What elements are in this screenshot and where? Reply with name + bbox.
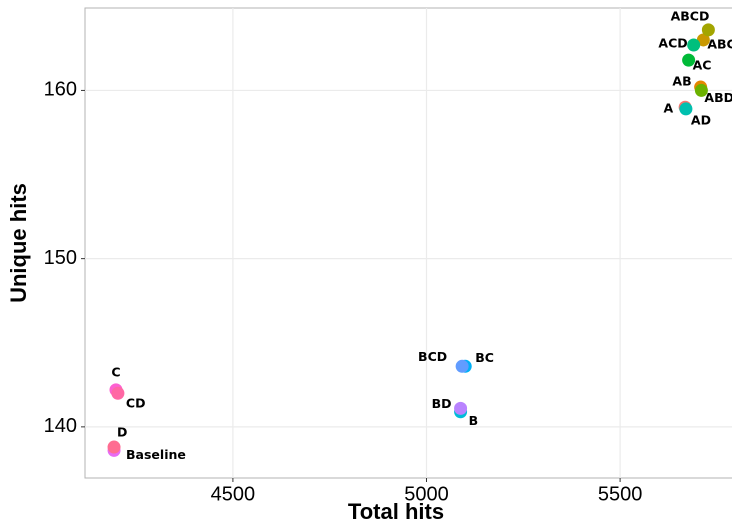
marks [107, 23, 715, 457]
point-label: ACD [658, 36, 687, 51]
point [701, 23, 715, 37]
point [694, 83, 708, 97]
x-tick-label: 5500 [598, 483, 643, 505]
point [107, 440, 121, 454]
point-label: C [111, 364, 120, 379]
point [687, 38, 701, 52]
point-label: ABCD [671, 8, 710, 23]
point-label: BCD [418, 349, 447, 364]
y-tick-label: 160 [44, 79, 77, 101]
point [454, 401, 468, 415]
panel [84, 7, 732, 479]
point-label: ABD [704, 90, 732, 105]
y-tick-label: 150 [44, 247, 77, 269]
point-label: AC [693, 58, 712, 73]
point-label: D [117, 425, 127, 440]
x-tick-label: 5000 [404, 483, 449, 505]
point-label: BC [475, 350, 494, 365]
x-tick-label: 4500 [211, 483, 256, 505]
grid [85, 8, 732, 478]
point [696, 33, 710, 47]
point-label: BD [432, 396, 452, 411]
point-label: AB [672, 74, 691, 89]
y-axis-title: Unique hits [6, 183, 31, 303]
x-axis-title: Total hits [348, 499, 444, 524]
point [682, 53, 696, 67]
point [455, 359, 469, 373]
point [679, 102, 693, 116]
point-label: AD [691, 112, 711, 127]
point-label: B [469, 413, 479, 428]
point-label: Baseline [126, 447, 186, 462]
point-label: ABC [707, 36, 732, 51]
point-label: A [663, 101, 673, 116]
y-tick-label: 140 [44, 415, 77, 437]
point-label: CD [126, 396, 146, 411]
point [111, 386, 125, 400]
